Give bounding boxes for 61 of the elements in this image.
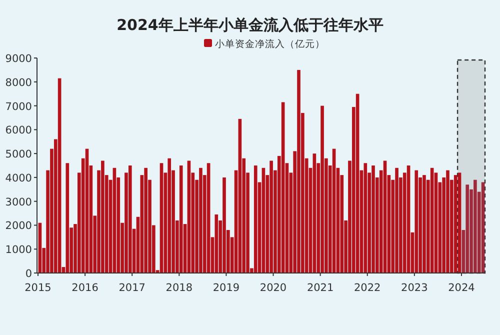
bar [160,163,164,273]
bar [270,160,273,273]
bar [297,70,300,273]
y-tick-label: 8000 [5,76,32,89]
x-tick-label: 2017 [118,282,146,294]
bar [254,166,258,273]
bar [58,78,62,273]
bar [430,168,434,273]
bar [320,106,324,273]
bar [144,168,148,273]
y-tick-label: 3000 [5,196,32,208]
x-tick-label: 2022 [354,282,381,294]
chart-title: 2024年上半年小单金流入低于往年水平 [116,16,384,34]
x-tick-label: 2024 [448,282,476,294]
x-tick-label: 2020 [260,282,287,294]
bar [238,118,242,273]
bar [422,175,426,273]
legend-label: 小单资金净流入（亿元） [215,38,325,50]
bar [281,102,285,273]
bar [262,168,266,273]
bar [383,160,387,273]
bar [222,177,226,273]
bar [214,214,218,273]
x-tick-label: 2016 [72,282,99,294]
bar [454,175,458,273]
y-tick-label: 7000 [5,100,32,113]
bar [446,170,450,273]
y-tick-label: 6000 [5,124,32,137]
x-tick-label: 2015 [24,282,52,294]
y-tick-label: 5000 [5,148,32,161]
bar [128,166,132,273]
y-tick-label: 9000 [5,53,32,65]
x-tick-label: 2023 [401,282,428,294]
bar [168,158,172,273]
bar [206,163,210,273]
bar [179,166,183,273]
bar [101,160,104,273]
x-tick-label: 2019 [212,282,240,294]
bar [372,166,375,273]
bar [414,170,418,273]
y-tick-label: 1000 [5,244,32,256]
y-tick-label: 0 [25,268,32,280]
bar [466,184,470,273]
bar [112,168,116,273]
y-tick-label: 4000 [5,172,32,184]
bar [356,94,360,273]
bar [187,160,191,273]
bar [199,168,202,273]
bar [481,182,485,273]
x-tick-label: 2021 [306,282,334,294]
bar [85,148,89,273]
bar [474,180,477,273]
bar [406,166,410,273]
x-tick-label: 2018 [166,282,193,294]
bar [395,168,398,273]
bar [364,163,368,273]
y-tick-label: 2000 [5,220,32,232]
bar [332,148,336,273]
bar [458,172,462,273]
bar [66,163,70,273]
bar [312,154,316,273]
